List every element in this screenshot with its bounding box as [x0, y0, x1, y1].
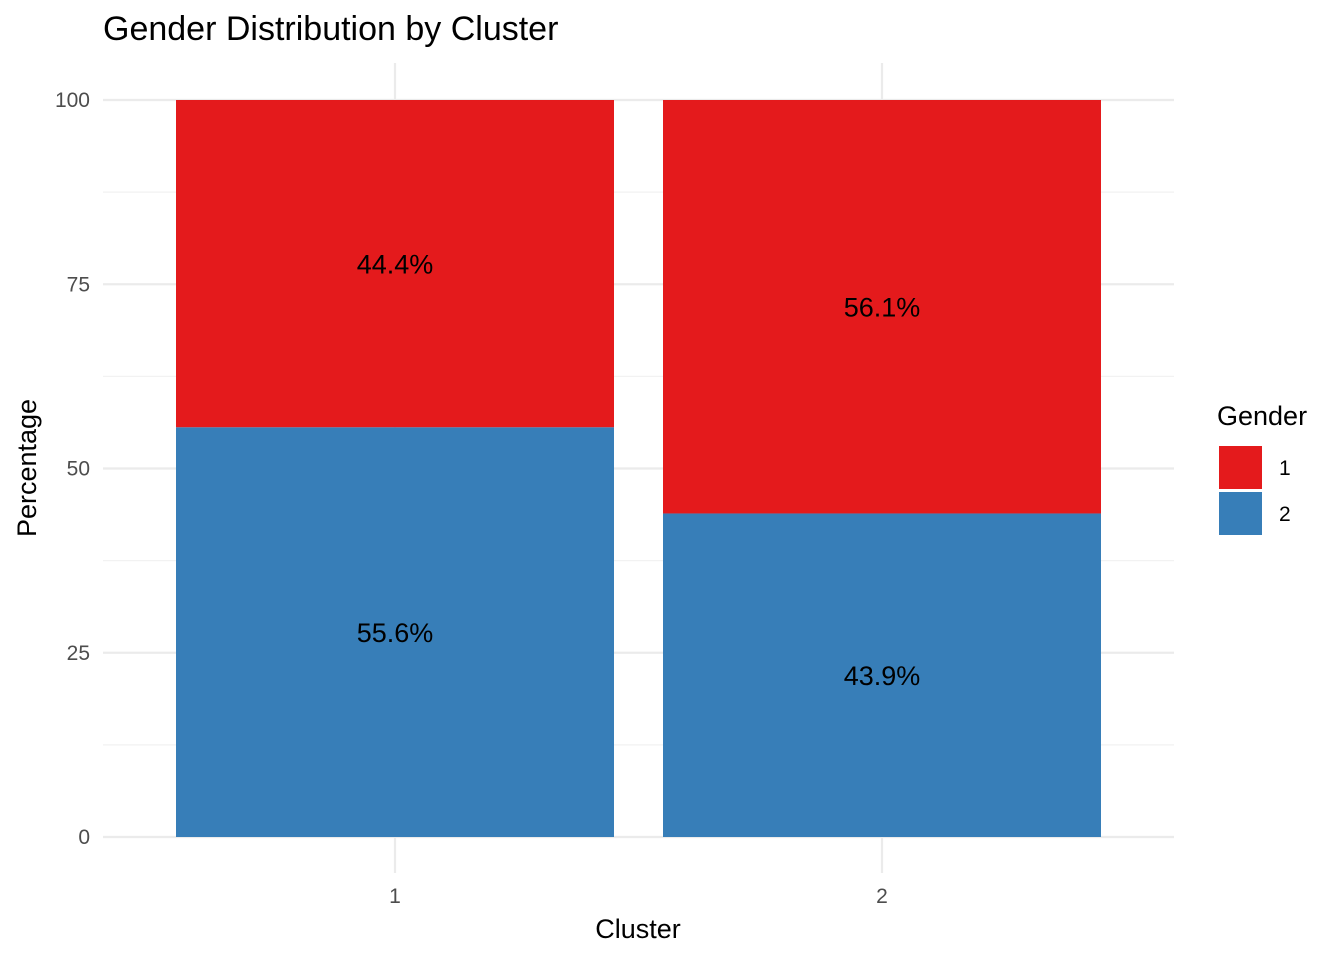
bar-cluster-2-gender-2 [663, 513, 1101, 837]
x-tick-label: 2 [876, 885, 888, 908]
y-tick-label: 0 [78, 826, 90, 849]
legend-title: Gender [1217, 401, 1307, 431]
legend-label: 1 [1279, 457, 1291, 480]
data-label: 44.4% [357, 250, 434, 280]
y-axis-title: Percentage [12, 399, 42, 537]
legend-swatch-gender-2 [1219, 492, 1262, 535]
x-axis-title: Cluster [595, 914, 681, 944]
data-label: 56.1% [844, 293, 921, 323]
y-tick-label: 100 [55, 89, 90, 112]
data-label-group: 55.6% 44.4% 43.9% 56.1% [357, 250, 921, 692]
x-tick-label: 1 [389, 885, 401, 908]
bar-cluster-1-gender-2 [176, 427, 614, 837]
bar-group [176, 100, 1101, 837]
data-label: 43.9% [844, 661, 921, 691]
legend-swatch-gender-1 [1219, 446, 1262, 489]
y-tick-label: 25 [67, 642, 90, 665]
bar-cluster-2-gender-1 [663, 100, 1101, 514]
legend-items: 12 [1219, 446, 1291, 535]
y-tick-label: 75 [67, 273, 90, 296]
y-tick-label: 50 [67, 458, 90, 481]
legend: Gender 12 [1217, 401, 1307, 535]
legend-label: 2 [1279, 503, 1291, 526]
data-label: 55.6% [357, 618, 434, 648]
bar-cluster-1-gender-1 [176, 100, 614, 428]
chart-title: Gender Distribution by Cluster [103, 10, 558, 48]
y-axis-ticks: 0 25 50 75 100 [55, 89, 90, 849]
